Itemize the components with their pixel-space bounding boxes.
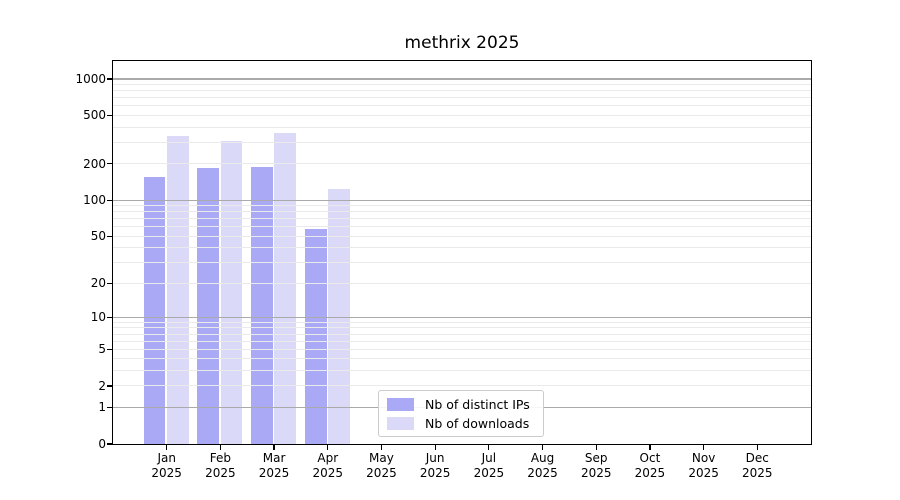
gridline-minor bbox=[113, 333, 811, 335]
y-tick-label: 50 bbox=[90, 229, 106, 244]
y-tick-label: 5 bbox=[98, 342, 106, 357]
gridline-minor bbox=[113, 370, 811, 372]
gridline-minor bbox=[113, 327, 811, 329]
gridline-major bbox=[113, 78, 811, 80]
y-tick-mark bbox=[107, 348, 112, 350]
bar-ips-jan bbox=[143, 177, 166, 444]
x-tick-label: Apr 2025 bbox=[312, 451, 344, 480]
y-tick-mark bbox=[107, 406, 112, 408]
x-tick-label: Aug 2025 bbox=[527, 451, 558, 480]
gridline-minor bbox=[113, 226, 811, 228]
x-tick-label: Feb 2025 bbox=[205, 451, 236, 480]
gridline-minor bbox=[113, 114, 811, 116]
gridline-minor bbox=[113, 141, 811, 143]
x-tick-label: May 2025 bbox=[366, 451, 397, 480]
gridline-minor bbox=[113, 358, 811, 360]
gridline-minor bbox=[113, 205, 811, 207]
x-tick-label: Oct 2025 bbox=[634, 451, 666, 480]
x-tick-mark bbox=[703, 445, 705, 450]
x-tick-label: Jun 2025 bbox=[419, 451, 451, 480]
y-tick-mark bbox=[107, 235, 112, 237]
x-tick-mark bbox=[649, 445, 651, 450]
y-tick-label: 100 bbox=[83, 193, 106, 208]
gridline-minor bbox=[113, 262, 811, 264]
gridline-minor bbox=[113, 340, 811, 342]
gridline-minor bbox=[113, 218, 811, 220]
y-tick-mark bbox=[107, 443, 112, 445]
y-tick-label: 200 bbox=[83, 156, 106, 171]
bar-downloads-apr bbox=[327, 188, 350, 444]
gridline-minor bbox=[113, 282, 811, 284]
x-tick-mark bbox=[219, 445, 221, 450]
gridline-minor bbox=[113, 105, 811, 107]
x-tick-mark bbox=[273, 445, 275, 450]
legend-label-downloads: Nb of downloads bbox=[425, 415, 530, 431]
legend-item-distinct-ips: Nb of distinct IPs bbox=[387, 397, 537, 412]
bar-downloads-jan bbox=[166, 136, 189, 444]
y-tick-label: 2 bbox=[98, 378, 106, 393]
x-tick-mark bbox=[595, 445, 597, 450]
chart-title: methrix 2025 bbox=[404, 33, 520, 53]
x-tick-label: Mar 2025 bbox=[258, 451, 290, 480]
x-tick-mark bbox=[488, 445, 490, 450]
gridline-minor bbox=[113, 90, 811, 92]
gridline-minor bbox=[113, 235, 811, 237]
y-tick-label: 500 bbox=[83, 108, 106, 123]
gridline-minor bbox=[113, 126, 811, 128]
legend-swatch-distinct-ips bbox=[387, 397, 414, 411]
gridline-minor bbox=[113, 163, 811, 165]
gridline-major bbox=[113, 316, 811, 318]
gridline-minor bbox=[113, 385, 811, 387]
gridline-minor bbox=[113, 97, 811, 99]
x-tick-mark bbox=[434, 445, 436, 450]
gridline-minor bbox=[113, 83, 811, 85]
x-tick-mark bbox=[380, 445, 383, 450]
x-tick-mark bbox=[327, 445, 329, 450]
x-tick-mark bbox=[756, 445, 758, 450]
legend-item-downloads: Nb of downloads bbox=[387, 416, 537, 431]
bar-ips-feb bbox=[197, 168, 220, 444]
bar-downloads-feb bbox=[220, 140, 243, 444]
y-tick-mark bbox=[107, 163, 112, 165]
gridline-minor bbox=[113, 348, 811, 350]
y-tick-mark bbox=[107, 282, 112, 284]
gridline-major bbox=[113, 199, 811, 201]
x-tick-mark bbox=[541, 445, 544, 450]
y-tick-mark bbox=[107, 316, 112, 318]
y-tick-label: 0 bbox=[98, 437, 106, 451]
y-tick-mark bbox=[107, 385, 112, 387]
bar-ips-mar bbox=[251, 167, 273, 444]
x-tick-label: Sep 2025 bbox=[580, 451, 612, 480]
gridline-minor bbox=[113, 211, 811, 213]
y-tick-mark bbox=[107, 114, 112, 117]
y-tick-mark bbox=[107, 78, 112, 80]
x-tick-label: Jul 2025 bbox=[473, 451, 505, 480]
legend: Nb of distinct IPs Nb of downloads bbox=[378, 390, 544, 437]
x-tick-label: Dec 2025 bbox=[742, 451, 773, 480]
bar-downloads-mar bbox=[274, 132, 297, 444]
gridline-minor bbox=[113, 247, 811, 249]
gridline-minor bbox=[113, 321, 811, 323]
legend-swatch-downloads bbox=[387, 416, 414, 430]
x-tick-mark bbox=[166, 445, 168, 450]
y-tick-label: 1000 bbox=[75, 71, 106, 86]
y-tick-label: 10 bbox=[90, 310, 106, 325]
y-tick-label: 1 bbox=[98, 400, 106, 415]
y-tick-mark bbox=[107, 199, 112, 201]
legend-label-distinct-ips: Nb of distinct IPs bbox=[425, 396, 530, 412]
y-tick-label: 20 bbox=[90, 276, 106, 291]
x-tick-label: Jan 2025 bbox=[151, 451, 182, 480]
x-tick-label: Nov 2025 bbox=[688, 451, 719, 480]
